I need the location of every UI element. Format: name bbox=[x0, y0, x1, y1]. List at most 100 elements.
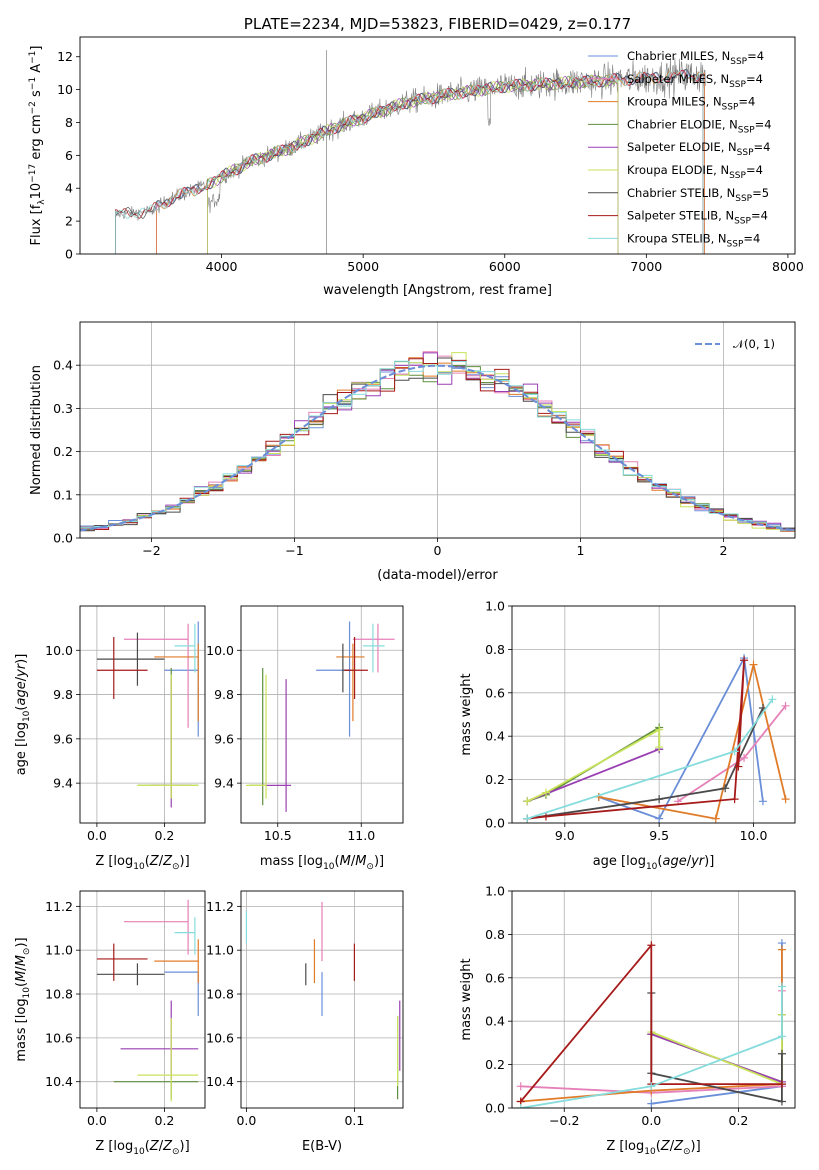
axes-frame bbox=[511, 605, 796, 824]
tick-label-y: 11.0 bbox=[206, 943, 234, 958]
data-point-marker bbox=[777, 1032, 786, 1041]
tick-label-x: 0.2 bbox=[728, 1113, 748, 1128]
point-kroupa-elodie bbox=[246, 674, 267, 799]
tick-label-y: 4 bbox=[65, 181, 73, 196]
point-chabrier-stelib bbox=[96, 632, 165, 686]
tick-label-x: 4000 bbox=[206, 259, 238, 274]
tick-label-y: 1.0 bbox=[485, 599, 505, 614]
data-point-marker bbox=[730, 747, 739, 756]
tick-label-y: 9.6 bbox=[53, 731, 73, 746]
legend-entry: Salpeter STELIB, NSSP=4 bbox=[627, 209, 768, 227]
series-kroupa-stelib bbox=[516, 982, 786, 1108]
tick-label-y: 6 bbox=[65, 148, 73, 163]
point-kroupa-stelib bbox=[362, 623, 385, 673]
data-point-marker bbox=[730, 795, 739, 804]
point-salpeter-stelib bbox=[344, 637, 368, 699]
data-point-marker bbox=[777, 1080, 786, 1089]
tick-label-x: 10.5 bbox=[264, 828, 292, 843]
data-point-marker bbox=[711, 814, 720, 823]
ylabel-age_vs_Z: age [log10(age/yr)] bbox=[14, 654, 32, 776]
data-point-marker bbox=[777, 982, 786, 991]
series-line bbox=[598, 664, 787, 820]
tick-label-y: 9.4 bbox=[53, 776, 73, 791]
residuals-ylabel: Normed distribution bbox=[29, 365, 44, 495]
series-line bbox=[526, 660, 745, 820]
tick-label-x: 0.2 bbox=[155, 1113, 175, 1128]
tick-label-y: 10.6 bbox=[206, 1030, 234, 1045]
point-kroupa-stelib bbox=[174, 917, 196, 955]
tick-label-y: 0.1 bbox=[53, 487, 73, 502]
plot-area-mass_vs_Z bbox=[96, 899, 199, 1102]
data-point-marker bbox=[781, 795, 790, 804]
plot-area-age_vs_Z bbox=[96, 621, 199, 808]
data-point-marker bbox=[655, 814, 664, 823]
data-point-marker bbox=[523, 814, 532, 823]
legend-entry: Chabrier ELODIE, NSSP=4 bbox=[627, 117, 772, 135]
point-kroupa-stelib bbox=[174, 623, 196, 673]
tick-label-y: 11.2 bbox=[206, 899, 234, 914]
data-point-marker bbox=[721, 784, 730, 793]
tick-label-y: 9.4 bbox=[214, 776, 234, 791]
tick-label-x: 0.0 bbox=[87, 1113, 107, 1128]
tick-label-y: 2 bbox=[65, 214, 73, 229]
axes-age_vs_mass: 10.5 11.0 9.4 9.6 9.8 10.0 bbox=[206, 605, 404, 843]
tick-label-y: 10 bbox=[57, 82, 73, 97]
ylabel-mass_vs_Z: mass [log10(M/M⊙)] bbox=[14, 937, 32, 1061]
series-line bbox=[526, 748, 660, 803]
series-line bbox=[526, 725, 661, 803]
tick-label-y: 0.0 bbox=[53, 531, 73, 546]
data-point-marker bbox=[734, 762, 743, 771]
gaussian-legend-label: 𝒩(0, 1) bbox=[733, 337, 775, 351]
data-point-marker bbox=[647, 941, 656, 950]
series-line bbox=[520, 986, 783, 1108]
series-line bbox=[650, 1014, 783, 1084]
tick-label-y: 0.8 bbox=[485, 927, 505, 942]
point-salpeter-miles bbox=[123, 623, 189, 728]
axes-mass_vs_Z: 0.0 0.2 10.4 10.6 10.8 11.0 11.2 bbox=[45, 890, 206, 1128]
data-point-marker bbox=[655, 725, 664, 734]
plot-area-age_vs_mass bbox=[246, 621, 395, 812]
data-point-marker bbox=[647, 1099, 656, 1108]
axes-frame bbox=[79, 890, 206, 1109]
data-point-marker bbox=[655, 795, 664, 804]
tick-label-y: 9.8 bbox=[53, 687, 73, 702]
tick-label-x: 7000 bbox=[630, 259, 662, 274]
tick-label-y: 10.4 bbox=[206, 1074, 234, 1089]
point-salpeter-stelib bbox=[96, 943, 148, 981]
axes-frame bbox=[79, 321, 796, 539]
legend-entry: Kroupa MILES, NSSP=4 bbox=[627, 95, 755, 113]
point-chabrier-stelib bbox=[96, 963, 165, 986]
legend-entry: Kroupa ELODIE, NSSP=4 bbox=[627, 163, 763, 181]
spectrum-legend: Chabrier MILES, NSSP=4 Salpeter MILES, NS… bbox=[588, 49, 772, 249]
tick-label-x: 10.0 bbox=[740, 828, 768, 843]
tick-label-x: 0.2 bbox=[155, 828, 175, 843]
xlabel-age_vs_mass: mass [log10(M/M⊙)] bbox=[260, 854, 384, 872]
tick-label-y: 10.8 bbox=[45, 987, 73, 1002]
legend-entry: Chabrier MILES, NSSP=4 bbox=[627, 49, 764, 67]
data-point-marker bbox=[777, 1049, 786, 1058]
series-line bbox=[650, 1014, 783, 1086]
tick-label-y: 0.4 bbox=[53, 358, 73, 373]
series-chabrier-elodie bbox=[647, 1010, 786, 1086]
point-chabrier-elodie bbox=[137, 668, 199, 799]
xlabel-age_vs_Z: Z [log10(Z/Z⊙)] bbox=[95, 854, 189, 872]
tick-label-y: 9.6 bbox=[214, 731, 234, 746]
plot-area-mass_vs_ebv bbox=[245, 901, 401, 1100]
axes-residuals: −2 −1 0 1 2 0.0 0.1 0.2 0.3 0.4 bbox=[53, 321, 796, 558]
tick-label-x: 9.0 bbox=[555, 828, 575, 843]
series-line bbox=[520, 942, 782, 1103]
tick-label-y: 11.2 bbox=[45, 899, 73, 914]
tick-label-y: 0.0 bbox=[485, 816, 505, 831]
data-point-marker bbox=[523, 797, 532, 806]
point-kroupa-elodie bbox=[137, 1018, 199, 1102]
data-point-marker bbox=[781, 701, 790, 710]
tick-label-x: 9.5 bbox=[649, 828, 669, 843]
tick-label-x: 0 bbox=[434, 543, 442, 558]
model-line-salpeter-stelib bbox=[115, 69, 704, 254]
plot-area-spectrum bbox=[115, 50, 706, 254]
data-point-marker bbox=[777, 945, 786, 954]
tick-label-x: 11.0 bbox=[347, 828, 375, 843]
xlabel-mass_vs_Z: Z [log10(Z/Z⊙)] bbox=[95, 1139, 189, 1157]
tick-label-y: 0 bbox=[65, 247, 73, 262]
ylabel-massweight_vs_age: mass weight bbox=[459, 673, 474, 755]
